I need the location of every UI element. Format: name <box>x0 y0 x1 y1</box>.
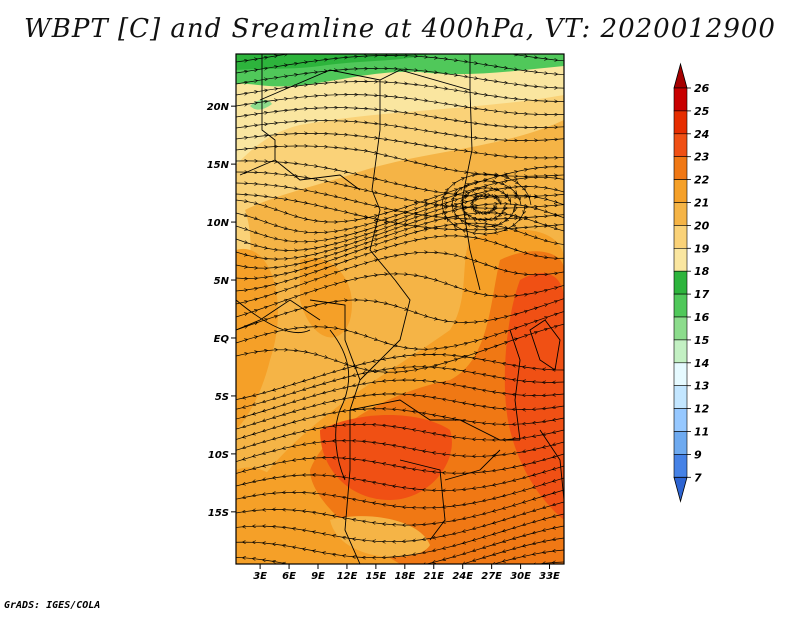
streamline <box>224 550 564 564</box>
lat-tick-label: 15S <box>208 508 229 519</box>
colorbar-swatch <box>673 133 688 158</box>
colorbar-swatch <box>673 408 688 432</box>
colorbar-swatch <box>673 385 688 409</box>
wbpt-shading <box>236 54 564 564</box>
colorbar-label: 17 <box>694 288 710 301</box>
colorbar-label: 7 <box>694 471 702 484</box>
lat-tick-label: 15N <box>207 160 230 171</box>
streamlines <box>224 54 564 564</box>
colorbar: 26 25 24 23 22 21 20 19 18 17 16 15 14 13 12 11 9 7 <box>673 62 710 503</box>
lat-tick-label: 5S <box>215 392 229 403</box>
lon-tick-label: 27E <box>481 571 502 582</box>
colorbar-swatch <box>673 431 688 455</box>
lat-tick-label: 5N <box>214 276 230 287</box>
lon-tick-label: 9E <box>311 571 325 582</box>
colorbar-swatch <box>673 293 688 318</box>
colorbar-label: 21 <box>694 197 709 210</box>
colorbar-label: 14 <box>694 357 709 370</box>
colorbar-swatch <box>673 156 688 180</box>
lon-tick-label: 18E <box>394 571 415 582</box>
map-frame <box>235 53 565 565</box>
longitude-axis: 3E 6E 9E 12E 15E 18E 21E 24E 27E 30E 33E <box>253 564 560 582</box>
lat-tick-label: EQ <box>214 334 230 345</box>
lon-tick-label: 33E <box>539 571 560 582</box>
lon-tick-label: 12E <box>337 571 358 582</box>
colorbar-label: 20 <box>694 219 710 232</box>
colorbar-swatch <box>673 270 688 295</box>
colorbar-swatch <box>673 339 688 364</box>
colorbar-label: 12 <box>694 403 710 416</box>
colorbar-label: 18 <box>694 265 710 278</box>
colorbar-swatch <box>673 248 688 272</box>
colorbar-top-arrow <box>673 62 688 89</box>
colorbar-label: 24 <box>694 128 709 141</box>
lon-tick-label: 21E <box>423 571 444 582</box>
lat-tick-label: 10S <box>208 450 229 461</box>
streamline-vortex <box>442 174 532 234</box>
colorbar-label: 9 <box>694 448 702 461</box>
colorbar-swatch <box>673 110 688 135</box>
colorbar-bottom-arrow <box>673 476 688 503</box>
colorbar-swatch <box>673 316 688 341</box>
map-title: WBPT [C] and Sreamline at 400hPa, VT: 20… <box>24 14 776 44</box>
colorbar-label: 13 <box>694 380 710 393</box>
colorbar-label: 11 <box>694 426 709 439</box>
streamline <box>236 441 564 466</box>
lon-tick-label: 15E <box>366 571 387 582</box>
lon-tick-label: 3E <box>253 571 267 582</box>
lat-tick-label: 10N <box>207 218 230 229</box>
colorbar-label: 19 <box>694 242 710 255</box>
map-figure: 20N 15N 10N 5N EQ 5S 10S 15S 3E 6E 9E 12E 15E 18E 21E… <box>207 53 710 582</box>
grads-credit: GrADS: IGES/COLA <box>4 600 101 611</box>
colorbar-label: 22 <box>694 174 710 187</box>
lon-tick-label: 24E <box>452 571 473 582</box>
colorbar-swatch <box>673 225 688 249</box>
colorbar-label: 26 <box>694 82 710 95</box>
colorbar-swatch <box>673 202 688 226</box>
lon-tick-label: 30E <box>510 571 531 582</box>
lat-tick-label: 20N <box>207 102 230 113</box>
colorbar-label: 15 <box>694 334 710 347</box>
colorbar-label: 25 <box>694 105 710 118</box>
colorbar-swatch <box>673 87 688 112</box>
colorbar-label: 23 <box>694 151 710 164</box>
colorbar-swatch <box>673 179 688 203</box>
latitude-axis: 20N 15N 10N 5N EQ 5S 10S 15S <box>207 102 236 519</box>
colorbar-swatch <box>673 362 688 386</box>
lon-tick-label: 6E <box>282 571 296 582</box>
colorbar-label: 16 <box>694 311 710 324</box>
colorbar-swatch <box>673 454 688 478</box>
